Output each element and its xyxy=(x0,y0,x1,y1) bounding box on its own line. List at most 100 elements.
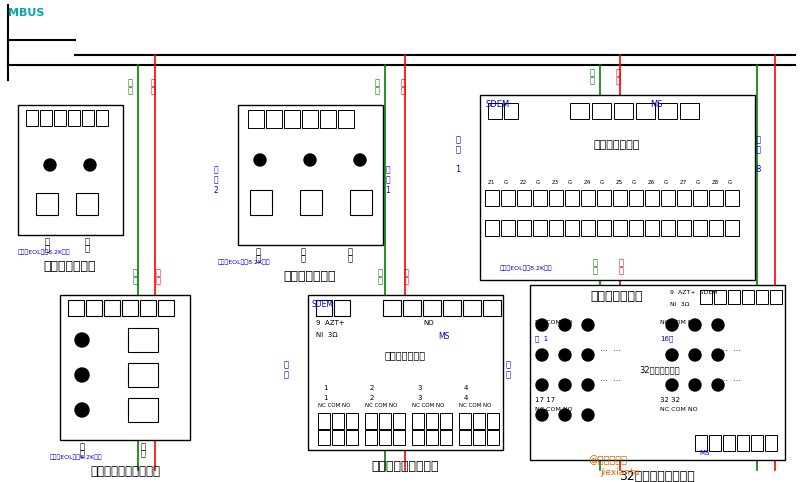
Text: 红: 红 xyxy=(615,68,621,77)
Text: Z7: Z7 xyxy=(680,180,687,185)
Text: 1: 1 xyxy=(455,165,461,174)
Text: Z1: Z1 xyxy=(488,180,495,185)
Circle shape xyxy=(536,409,548,421)
Bar xyxy=(693,220,707,236)
Circle shape xyxy=(354,154,366,166)
Text: 绿: 绿 xyxy=(133,268,138,277)
Text: G: G xyxy=(600,180,604,185)
Text: jiexiantu: jiexiantu xyxy=(600,468,639,477)
Bar xyxy=(695,435,707,451)
Bar xyxy=(613,220,627,236)
Text: 32路触发器模块: 32路触发器模块 xyxy=(640,365,680,374)
Bar xyxy=(737,435,750,451)
Text: 8: 8 xyxy=(755,165,761,174)
Text: 红: 红 xyxy=(618,258,623,267)
Bar xyxy=(68,110,80,126)
Text: 绿: 绿 xyxy=(127,78,133,87)
Text: MS: MS xyxy=(650,100,662,109)
Bar xyxy=(714,290,726,304)
Bar xyxy=(238,105,383,245)
Circle shape xyxy=(536,319,548,331)
Bar xyxy=(517,220,531,236)
Bar xyxy=(316,300,332,316)
Bar xyxy=(592,103,611,119)
Bar xyxy=(613,190,627,206)
Bar xyxy=(533,220,547,236)
Bar xyxy=(379,413,391,429)
Text: 通
道: 通 道 xyxy=(506,360,510,379)
Text: 线: 线 xyxy=(85,244,90,253)
Bar xyxy=(332,413,344,429)
Bar xyxy=(629,220,643,236)
Text: G: G xyxy=(664,180,668,185)
Text: 绿: 绿 xyxy=(590,68,594,77)
Bar xyxy=(725,220,739,236)
Bar xyxy=(597,220,611,236)
Text: 黑: 黑 xyxy=(79,442,85,451)
Bar xyxy=(709,435,722,451)
Text: ···  ···: ··· ··· xyxy=(599,347,621,356)
Bar xyxy=(86,300,102,316)
Bar xyxy=(661,190,675,206)
Circle shape xyxy=(582,319,594,331)
Text: 2: 2 xyxy=(370,385,374,391)
Bar xyxy=(501,190,515,206)
Circle shape xyxy=(582,409,594,421)
Bar xyxy=(393,430,406,445)
Bar xyxy=(629,190,643,206)
Text: 白: 白 xyxy=(255,247,261,256)
Text: @安防智能台: @安防智能台 xyxy=(588,455,627,465)
Text: G: G xyxy=(536,180,540,185)
Bar xyxy=(440,430,452,445)
Text: 红: 红 xyxy=(401,78,406,87)
Bar xyxy=(485,190,499,206)
Text: NC COM NO: NC COM NO xyxy=(660,407,698,412)
Bar xyxy=(597,190,611,206)
Bar xyxy=(302,110,318,128)
Circle shape xyxy=(304,154,316,166)
Bar xyxy=(565,220,579,236)
Circle shape xyxy=(689,349,701,361)
Text: Z3: Z3 xyxy=(552,180,559,185)
Circle shape xyxy=(712,319,724,331)
Text: 线: 线 xyxy=(374,86,379,95)
Text: NC COM NO: NC COM NO xyxy=(412,403,444,408)
Text: 所有的EOL都是8.2K欧姆: 所有的EOL都是8.2K欧姆 xyxy=(18,249,70,254)
Bar xyxy=(40,110,52,126)
Bar xyxy=(128,363,158,387)
Text: SDEM: SDEM xyxy=(485,100,510,109)
Bar xyxy=(485,220,499,236)
Bar xyxy=(332,430,344,445)
Text: MS: MS xyxy=(438,332,450,341)
Text: 白: 白 xyxy=(347,247,353,256)
Text: 3: 3 xyxy=(417,395,422,401)
Bar xyxy=(443,300,461,316)
Text: 线: 线 xyxy=(79,449,85,458)
Text: ···  ···: ··· ··· xyxy=(719,377,741,386)
Text: 1: 1 xyxy=(323,385,327,391)
Bar xyxy=(412,430,424,445)
Text: 线: 线 xyxy=(301,254,306,263)
Text: 通
道
1: 通 道 1 xyxy=(386,165,390,195)
Bar xyxy=(770,290,782,304)
Bar xyxy=(318,430,330,445)
Text: 线: 线 xyxy=(347,254,353,263)
Text: 1: 1 xyxy=(323,395,327,401)
Bar xyxy=(393,413,406,429)
Bar xyxy=(128,398,158,422)
Bar xyxy=(423,300,441,316)
Bar xyxy=(677,190,691,206)
Bar xyxy=(463,300,481,316)
Text: NC COM NO: NC COM NO xyxy=(318,403,350,408)
Bar xyxy=(248,110,264,128)
Bar xyxy=(426,430,438,445)
Bar xyxy=(350,190,372,215)
Text: G: G xyxy=(728,180,732,185)
Bar xyxy=(473,430,486,445)
Text: 9  AZT+: 9 AZT+ xyxy=(316,320,345,326)
Bar xyxy=(677,220,691,236)
Bar xyxy=(426,413,438,429)
Circle shape xyxy=(559,319,571,331)
Bar xyxy=(440,413,452,429)
Text: SDEM: SDEM xyxy=(311,300,333,309)
